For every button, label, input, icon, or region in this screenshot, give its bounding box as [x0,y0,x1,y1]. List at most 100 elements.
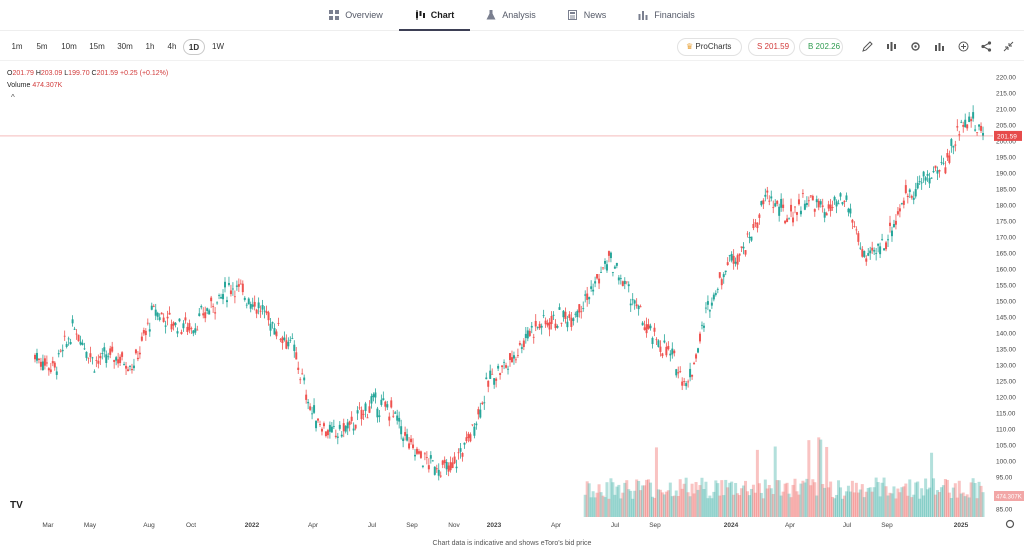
candle-body [287,341,290,347]
tab-analysis[interactable]: Analysis [470,0,552,30]
candle-body [81,342,84,346]
volume-bar [829,481,833,517]
volume-bar [833,498,837,517]
volume-bar [977,481,981,517]
candle-body [892,223,895,228]
volume-bar [930,452,934,517]
timeframe-15m[interactable]: 15m [89,42,105,51]
candle-body [309,406,312,410]
candle-body [55,371,58,375]
timeframe-4h[interactable]: 4h [167,42,177,51]
volume-bar [722,495,726,517]
axis-settings-icon [1005,519,1015,529]
candle-body [172,322,175,326]
candle-body [49,369,52,373]
collapse-legend-icon[interactable]: ^ [11,93,15,102]
volume-bar [971,478,975,517]
tab-chart[interactable]: Chart [398,0,471,31]
candle-body [906,195,909,198]
candle-body [936,170,939,174]
candle-body [980,125,983,131]
tab-financials[interactable]: Financials [622,0,711,30]
candle-body [433,466,436,475]
candle-body [914,189,917,197]
candle-body [507,368,510,370]
candle-body [158,317,161,320]
sell-button[interactable]: S 201.59 [748,38,795,56]
time-axis-tick: Sep [649,522,661,529]
price-axis-tick: 115.00 [996,411,1016,418]
add-compare-icon[interactable] [958,41,969,52]
candle-body [647,324,650,329]
volume-bar [910,497,914,517]
timeframe-10m[interactable]: 10m [61,42,77,51]
timeframe-1h[interactable]: 1h [145,42,155,51]
buy-button[interactable]: B 202.26 [799,38,843,56]
candle-body [315,420,318,429]
candle-body [968,116,971,123]
volume-bar [589,497,593,517]
settings-icon[interactable] [910,41,921,52]
candle-body [328,424,331,432]
share-icon[interactable] [981,41,992,52]
candle-body [512,355,515,359]
timeframe-30m[interactable]: 30m [117,42,133,51]
volume-bar [902,486,906,517]
volume-bar [882,477,886,517]
candle-body [509,353,511,360]
candle-body [809,195,812,197]
volume-bar [690,483,694,517]
candle-body [687,381,690,383]
volume-bar [886,495,890,517]
candle-body [950,139,953,146]
candle-body [645,324,648,334]
candle-body [87,357,90,359]
candle-body [590,286,593,289]
pencil-icon[interactable] [862,41,873,52]
collapse-icon[interactable] [1003,41,1014,52]
candle-body [77,334,80,342]
volume-bar [955,497,959,517]
timeframe-1w[interactable]: 1W [212,42,224,51]
candle-body [558,307,561,310]
tab-news[interactable]: News [552,0,623,30]
volume-bar [744,480,748,517]
price-axis-tick: 105.00 [996,443,1016,450]
volume-bar [821,484,825,517]
time-axis-tick: Jul [368,522,377,529]
open-label: O [7,70,13,77]
chart-type-icon[interactable] [934,41,945,52]
timeframe-5m[interactable]: 5m [36,42,48,51]
candle-body [675,369,678,376]
tab-overview[interactable]: Overview [313,0,399,30]
candle-body [724,270,727,273]
chart-canvas[interactable]: 220.00 215.00 210.00 205.00 200.00 195.00 190.… [0,61,1024,538]
candle-body [277,323,280,324]
candle-body [146,322,149,324]
candle-body [782,204,785,208]
procharts-button[interactable]: ♛ ProCharts [677,38,742,56]
candle-body [291,338,294,339]
candle-body [99,355,102,359]
volume-bar [716,483,720,517]
time-axis-tick: 2023 [487,522,502,529]
candle-body [75,333,78,335]
candle-body [970,119,973,122]
candle-body [115,357,118,361]
timeframe-1d[interactable]: 1D [183,39,205,55]
candle-body [819,201,822,205]
volume-bar [813,482,817,517]
candle-body [186,326,189,332]
candle-body [412,444,415,449]
candle-body [811,195,814,201]
candle-body [940,162,943,163]
indicators-icon[interactable] [886,41,897,52]
timeframe-1m[interactable]: 1m [11,42,23,51]
candle-body [752,223,755,229]
volume-bar [936,490,939,517]
candle-body [354,424,357,429]
volume-bar [894,498,898,517]
price-chart[interactable]: 220.00 215.00 210.00 205.00 200.00 195.00 190.… [0,61,1024,538]
volume-bar [795,491,799,517]
candle-body [334,435,337,437]
